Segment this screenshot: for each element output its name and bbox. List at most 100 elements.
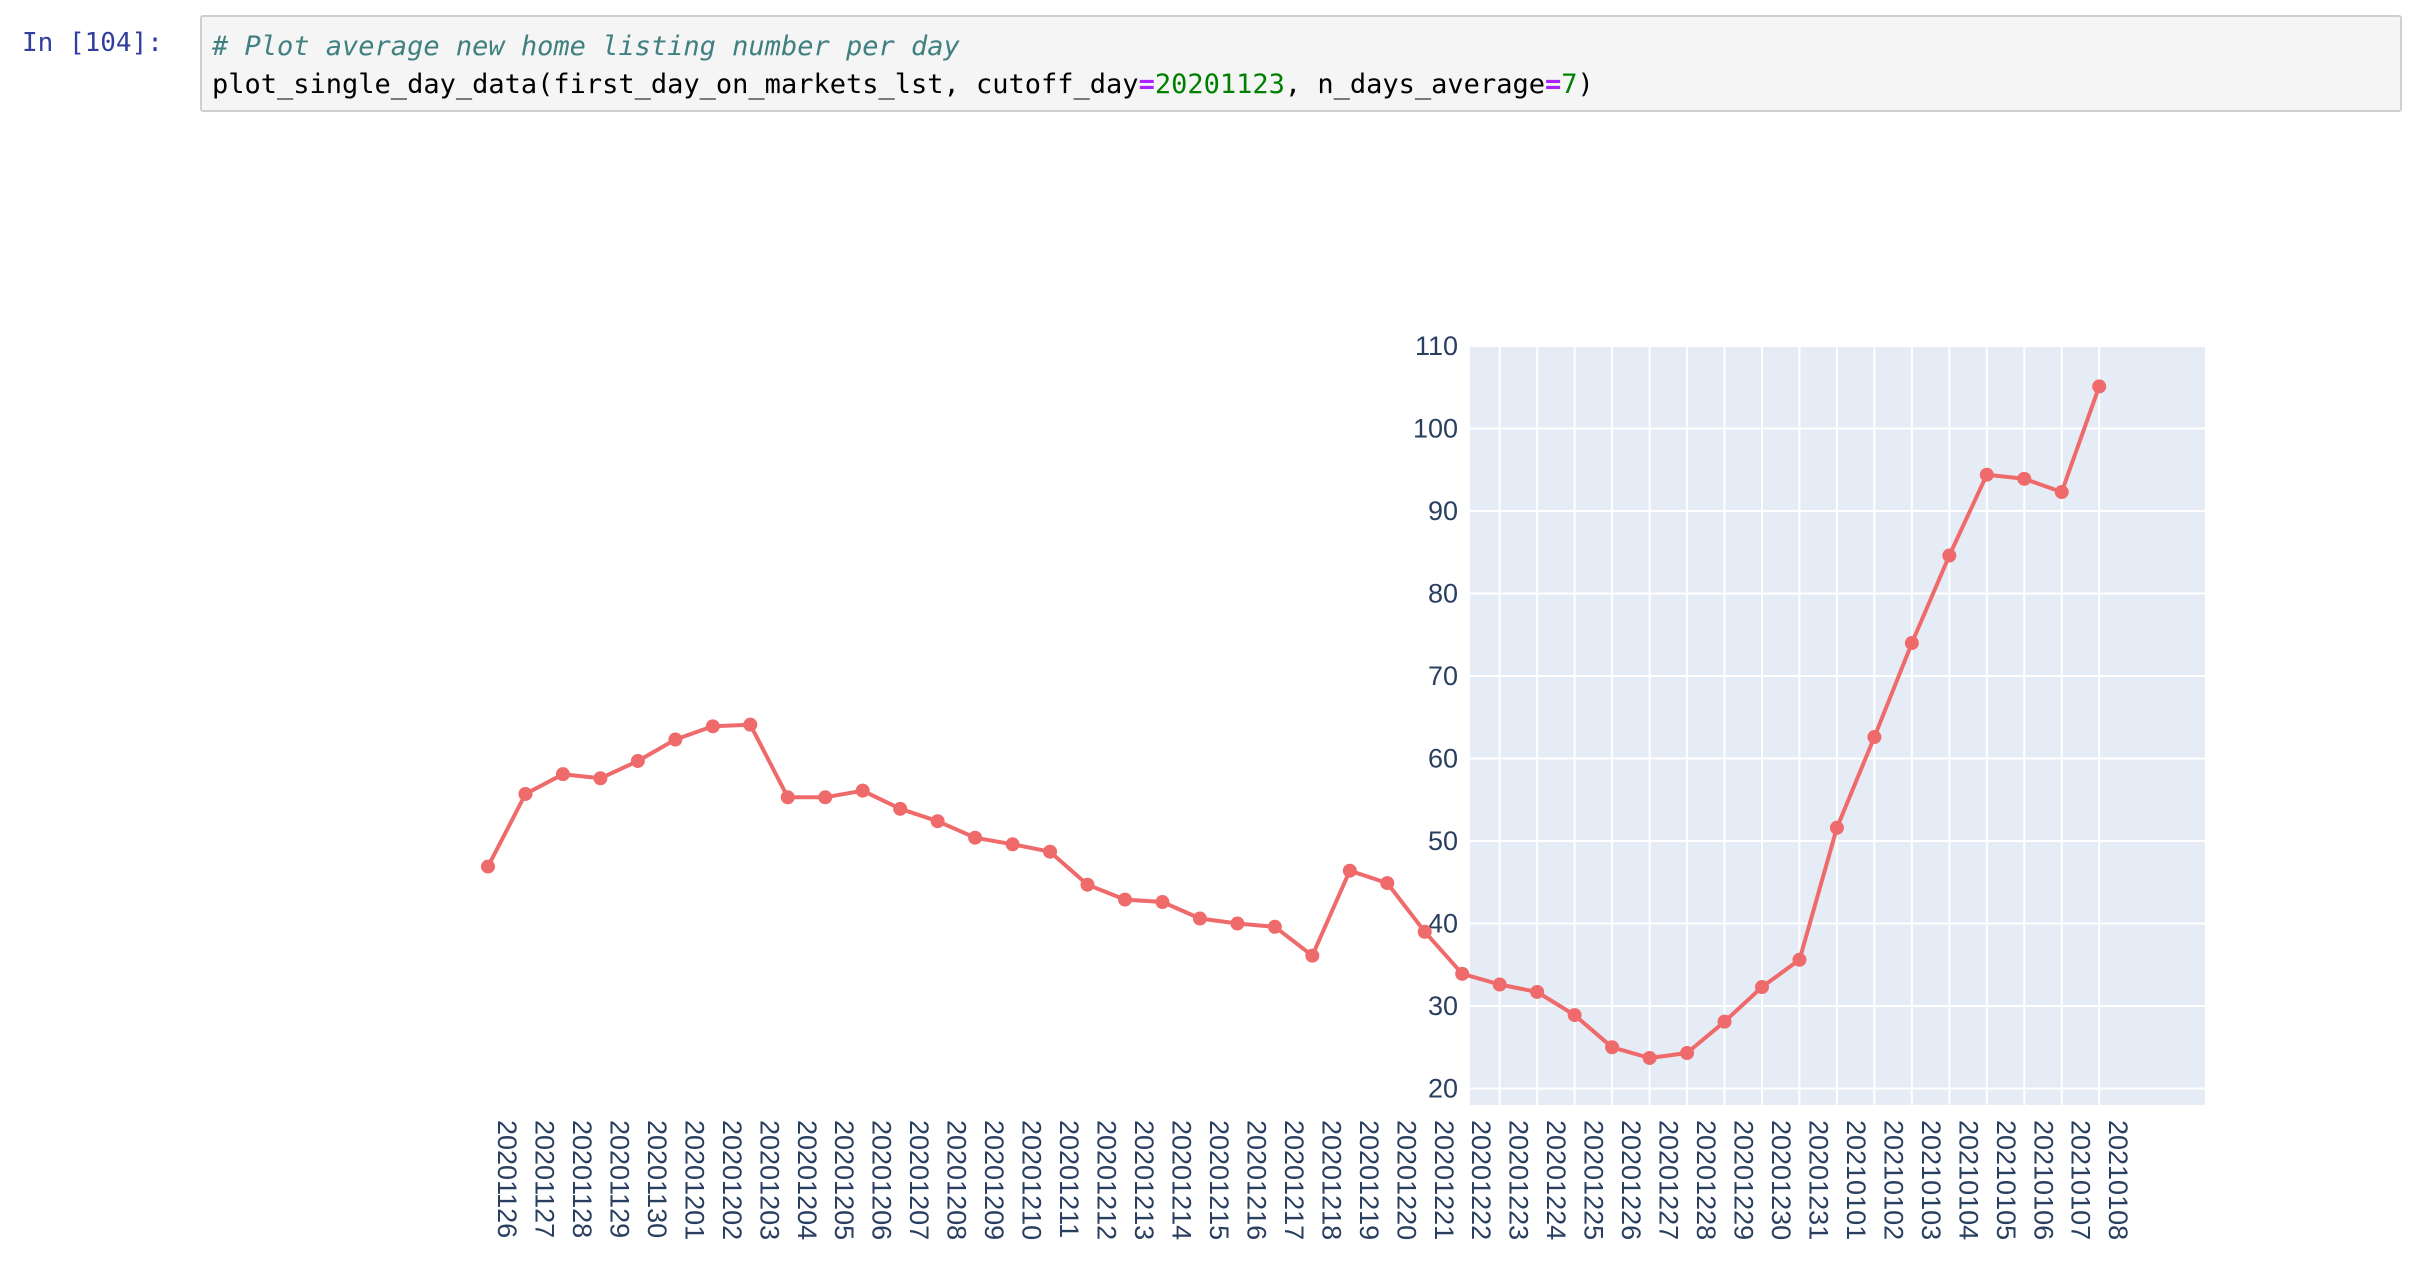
data-point	[481, 859, 495, 874]
x-tick-label: 20201213	[1129, 1120, 1159, 1240]
y-tick-label: 70	[1428, 661, 1458, 691]
y-tick-label: 40	[1428, 909, 1458, 939]
data-point	[1942, 548, 1957, 563]
data-point	[855, 783, 870, 798]
y-tick-label: 20	[1428, 1074, 1458, 1104]
data-point	[1342, 863, 1357, 878]
data-point	[1680, 1046, 1695, 1061]
x-tick-label: 20201221	[1429, 1120, 1459, 1240]
data-point	[818, 790, 833, 805]
x-tick-label: 20201216	[1241, 1120, 1271, 1240]
data-point	[1043, 844, 1058, 859]
x-tick-label: 20210103	[1916, 1120, 1946, 1240]
x-tick-label: 20201205	[829, 1120, 859, 1240]
x-tick-label: 20201230	[1766, 1120, 1796, 1240]
x-tick-label: 20210108	[2103, 1120, 2133, 1240]
data-point	[743, 717, 758, 732]
x-tick-label: 20201231	[1803, 1120, 1833, 1240]
data-point	[1155, 895, 1170, 910]
x-tick-label: 20201214	[1166, 1120, 1196, 1240]
data-point	[1867, 730, 1882, 745]
data-point	[2054, 485, 2069, 500]
data-point	[1754, 980, 1769, 995]
x-tick-label: 20201209	[979, 1120, 1009, 1240]
x-tick-label: 20210105	[1991, 1120, 2021, 1240]
data-point	[780, 790, 795, 805]
data-point	[555, 767, 570, 782]
y-tick-label: 110	[1415, 331, 1458, 361]
x-tick-label: 20201201	[679, 1120, 709, 1240]
x-tick-label: 20210106	[2028, 1120, 2058, 1240]
x-tick-label: 20210102	[1878, 1120, 1908, 1240]
x-tick-label: 20201222	[1466, 1120, 1496, 1240]
data-point	[1305, 948, 1320, 963]
x-tick-label: 20210107	[2066, 1120, 2096, 1240]
code-comment: # Plot average new home listing number p…	[212, 31, 960, 62]
data-point	[1642, 1050, 1657, 1065]
cell-prompt: In [104]:	[22, 28, 163, 58]
code-cell[interactable]: # Plot average new home listing number p…	[200, 15, 2402, 112]
data-point	[1567, 1008, 1582, 1023]
data-point	[1979, 467, 1994, 482]
data-point	[1417, 924, 1432, 939]
data-point	[705, 719, 720, 734]
x-tick-label: 20201202	[717, 1120, 747, 1240]
x-tick-label: 20201229	[1729, 1120, 1759, 1240]
data-point	[893, 801, 908, 816]
data-point	[2017, 471, 2032, 486]
x-tick-label: 20201210	[1017, 1120, 1047, 1240]
x-tick-label: 20201227	[1654, 1120, 1684, 1240]
y-tick-label: 80	[1428, 579, 1458, 609]
data-point	[1904, 636, 1919, 650]
x-tick-label: 20201212	[1092, 1120, 1122, 1240]
data-point	[1267, 919, 1282, 934]
code-suffix: )	[1577, 69, 1594, 100]
x-tick-label: 20201204	[792, 1120, 822, 1240]
data-point	[1005, 837, 1020, 852]
x-tick-label: 20201218	[1316, 1120, 1346, 1240]
data-point	[1530, 984, 1545, 999]
x-tick-label: 20201223	[1504, 1120, 1534, 1240]
line-chart[interactable]: 20 30 40 50 60 70 80 90 100 110 20201126 20201127 20…	[0, 300, 2418, 1288]
x-tick-label: 20201127	[529, 1120, 559, 1238]
x-tick-label: 20201215	[1204, 1120, 1234, 1240]
data-point	[1192, 911, 1207, 926]
plot-output[interactable]: 20 30 40 50 60 70 80 90 100 110 20201126 20201127 20…	[0, 300, 2418, 1288]
data-point	[1605, 1040, 1620, 1055]
data-point	[668, 732, 683, 747]
code-operator-1: =	[1138, 69, 1155, 100]
x-tick-label: 20201211	[1054, 1120, 1084, 1238]
data-point	[1080, 877, 1095, 892]
x-tick-label: 20201219	[1354, 1120, 1384, 1240]
x-tick-label: 20201128	[567, 1120, 597, 1238]
x-tick-label: 20201224	[1541, 1120, 1571, 1240]
x-tick-label: 20201203	[754, 1120, 784, 1240]
x-tick-label: 20201130	[642, 1120, 672, 1238]
data-point	[1380, 876, 1395, 891]
code-number-cutoff: 20201123	[1154, 69, 1285, 100]
x-tick-label: 20210101	[1841, 1120, 1871, 1240]
data-point	[930, 814, 945, 829]
data-point	[1230, 916, 1245, 931]
code-number-days: 7	[1561, 69, 1578, 100]
x-tick-label: 20201208	[942, 1120, 972, 1240]
data-point	[2092, 379, 2107, 394]
data-point	[1792, 952, 1807, 967]
data-point	[1455, 966, 1470, 981]
x-tick-label: 20201207	[904, 1120, 934, 1240]
code-mid: , n_days_average	[1284, 69, 1545, 100]
x-tick-label: 20201217	[1279, 1120, 1309, 1240]
y-tick-label: 100	[1413, 414, 1458, 444]
x-tick-label: 20201225	[1579, 1120, 1609, 1240]
code-operator-2: =	[1544, 69, 1562, 100]
code-line: plot_single_day_data(first_day_on_market…	[212, 66, 2400, 104]
data-point	[968, 830, 983, 845]
x-tick-label: 20201206	[867, 1120, 897, 1240]
data-point	[518, 786, 533, 801]
series-line	[486, 385, 2102, 1060]
y-tick-label: 30	[1428, 991, 1458, 1021]
data-point	[1717, 1014, 1732, 1029]
x-tick-label: 20201228	[1691, 1120, 1721, 1240]
data-point	[1117, 892, 1132, 907]
y-tick-label: 60	[1428, 744, 1458, 774]
